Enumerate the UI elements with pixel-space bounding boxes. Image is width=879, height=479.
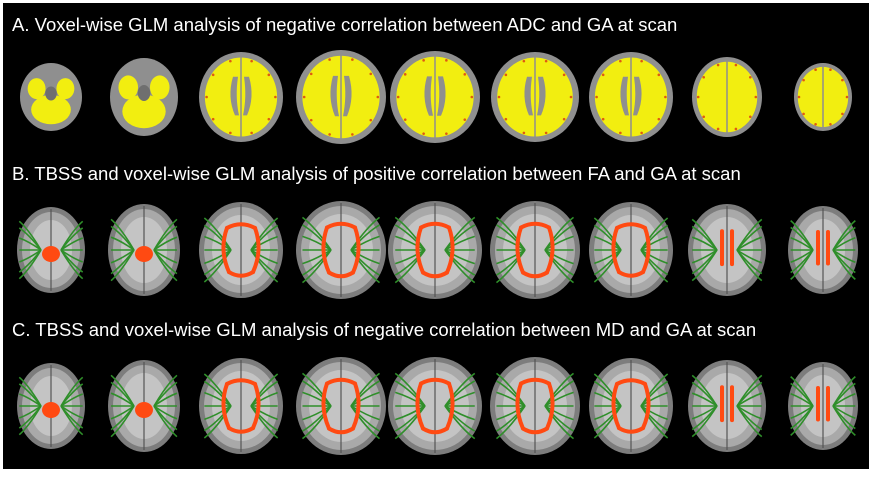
adc-slice bbox=[490, 51, 580, 143]
adc-slice bbox=[295, 49, 387, 145]
fa-tbss-slice bbox=[687, 203, 767, 297]
md-tbss-slice bbox=[107, 359, 181, 453]
adc-slice bbox=[389, 50, 481, 144]
md-tbss-slice bbox=[387, 356, 483, 456]
panel-b-title: B. TBSS and voxel-wise GLM analysis of p… bbox=[12, 163, 741, 184]
fa-tbss-slice bbox=[787, 205, 859, 295]
panel-a-title: A. Voxel-wise GLM analysis of negative c… bbox=[12, 14, 678, 35]
md-tbss-slice bbox=[787, 361, 859, 451]
md-tbss-slice bbox=[16, 362, 86, 450]
adc-slice bbox=[19, 62, 83, 132]
panel-c-title: C. TBSS and voxel-wise GLM analysis of n… bbox=[12, 319, 757, 340]
fa-tbss-slice bbox=[198, 201, 284, 299]
md-tbss-slice bbox=[295, 356, 387, 456]
md-tbss-slice bbox=[489, 356, 581, 456]
adc-slice bbox=[588, 51, 674, 143]
figure: A. Voxel-wise GLM analysis of negative c… bbox=[3, 3, 869, 469]
panel-c-slices bbox=[3, 352, 869, 460]
fa-tbss-slice bbox=[107, 203, 181, 297]
fa-tbss-slice bbox=[387, 200, 483, 300]
fa-tbss-slice bbox=[16, 206, 86, 294]
adc-slice bbox=[198, 51, 284, 143]
adc-slice bbox=[691, 56, 763, 138]
adc-slice bbox=[109, 57, 179, 137]
fa-tbss-slice bbox=[588, 201, 674, 299]
adc-slice bbox=[793, 62, 853, 132]
fa-tbss-slice bbox=[489, 200, 581, 300]
fa-tbss-slice bbox=[295, 200, 387, 300]
md-tbss-slice bbox=[588, 357, 674, 455]
md-tbss-slice bbox=[687, 359, 767, 453]
md-tbss-slice bbox=[198, 357, 284, 455]
panel-a-slices bbox=[3, 47, 869, 147]
panel-b-slices bbox=[3, 197, 869, 303]
